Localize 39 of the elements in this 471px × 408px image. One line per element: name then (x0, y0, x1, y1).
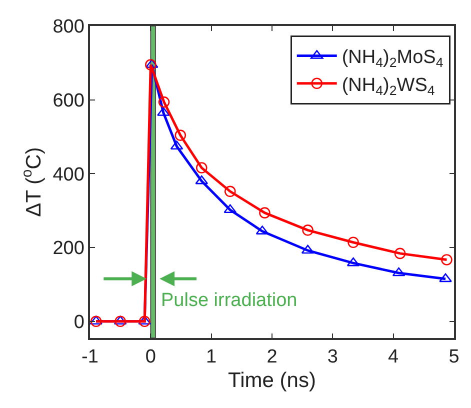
y-tick-label: 800 (52, 16, 84, 38)
point (348, 236, 359, 248)
point (90, 316, 102, 328)
point (138, 316, 152, 325)
point (346, 257, 360, 266)
point (441, 254, 452, 266)
point (301, 244, 314, 254)
point (158, 96, 170, 108)
y-tick-label: 0 (74, 312, 84, 334)
point (170, 140, 184, 150)
x-tick-label: -1 (82, 346, 98, 368)
x-tick-label: 0 (145, 346, 156, 368)
x-tick-label: 3 (327, 346, 338, 368)
point (90, 316, 102, 325)
point (224, 186, 236, 198)
point (302, 224, 314, 236)
point (138, 316, 150, 328)
point (114, 316, 126, 328)
point (145, 59, 156, 70)
x-tick-label: 4 (388, 346, 400, 368)
point (114, 316, 127, 325)
y-tick-label: 400 (52, 164, 84, 186)
y-tick-label: 200 (52, 238, 84, 260)
x-tick-label: 1 (206, 346, 217, 368)
point (439, 273, 452, 282)
point (195, 175, 208, 184)
legend-label: (NH$_{4}$)$_{2}$MoS$_{4}$ (342, 47, 444, 70)
point (196, 162, 208, 174)
point (392, 267, 406, 276)
point (174, 130, 186, 141)
x-tick-label: 5 (448, 346, 460, 368)
y-tick-label: 600 (52, 90, 84, 112)
point (224, 204, 237, 214)
legend-label: (NH$_{4}$)$_{2}$WS$_{4}$ (342, 74, 435, 98)
point (259, 207, 270, 218)
x-tick-label: 2 (266, 346, 278, 368)
band-label: Pulse irradiation (161, 290, 298, 311)
x-axis-title: Time (ns) (228, 369, 316, 392)
point (394, 248, 406, 260)
